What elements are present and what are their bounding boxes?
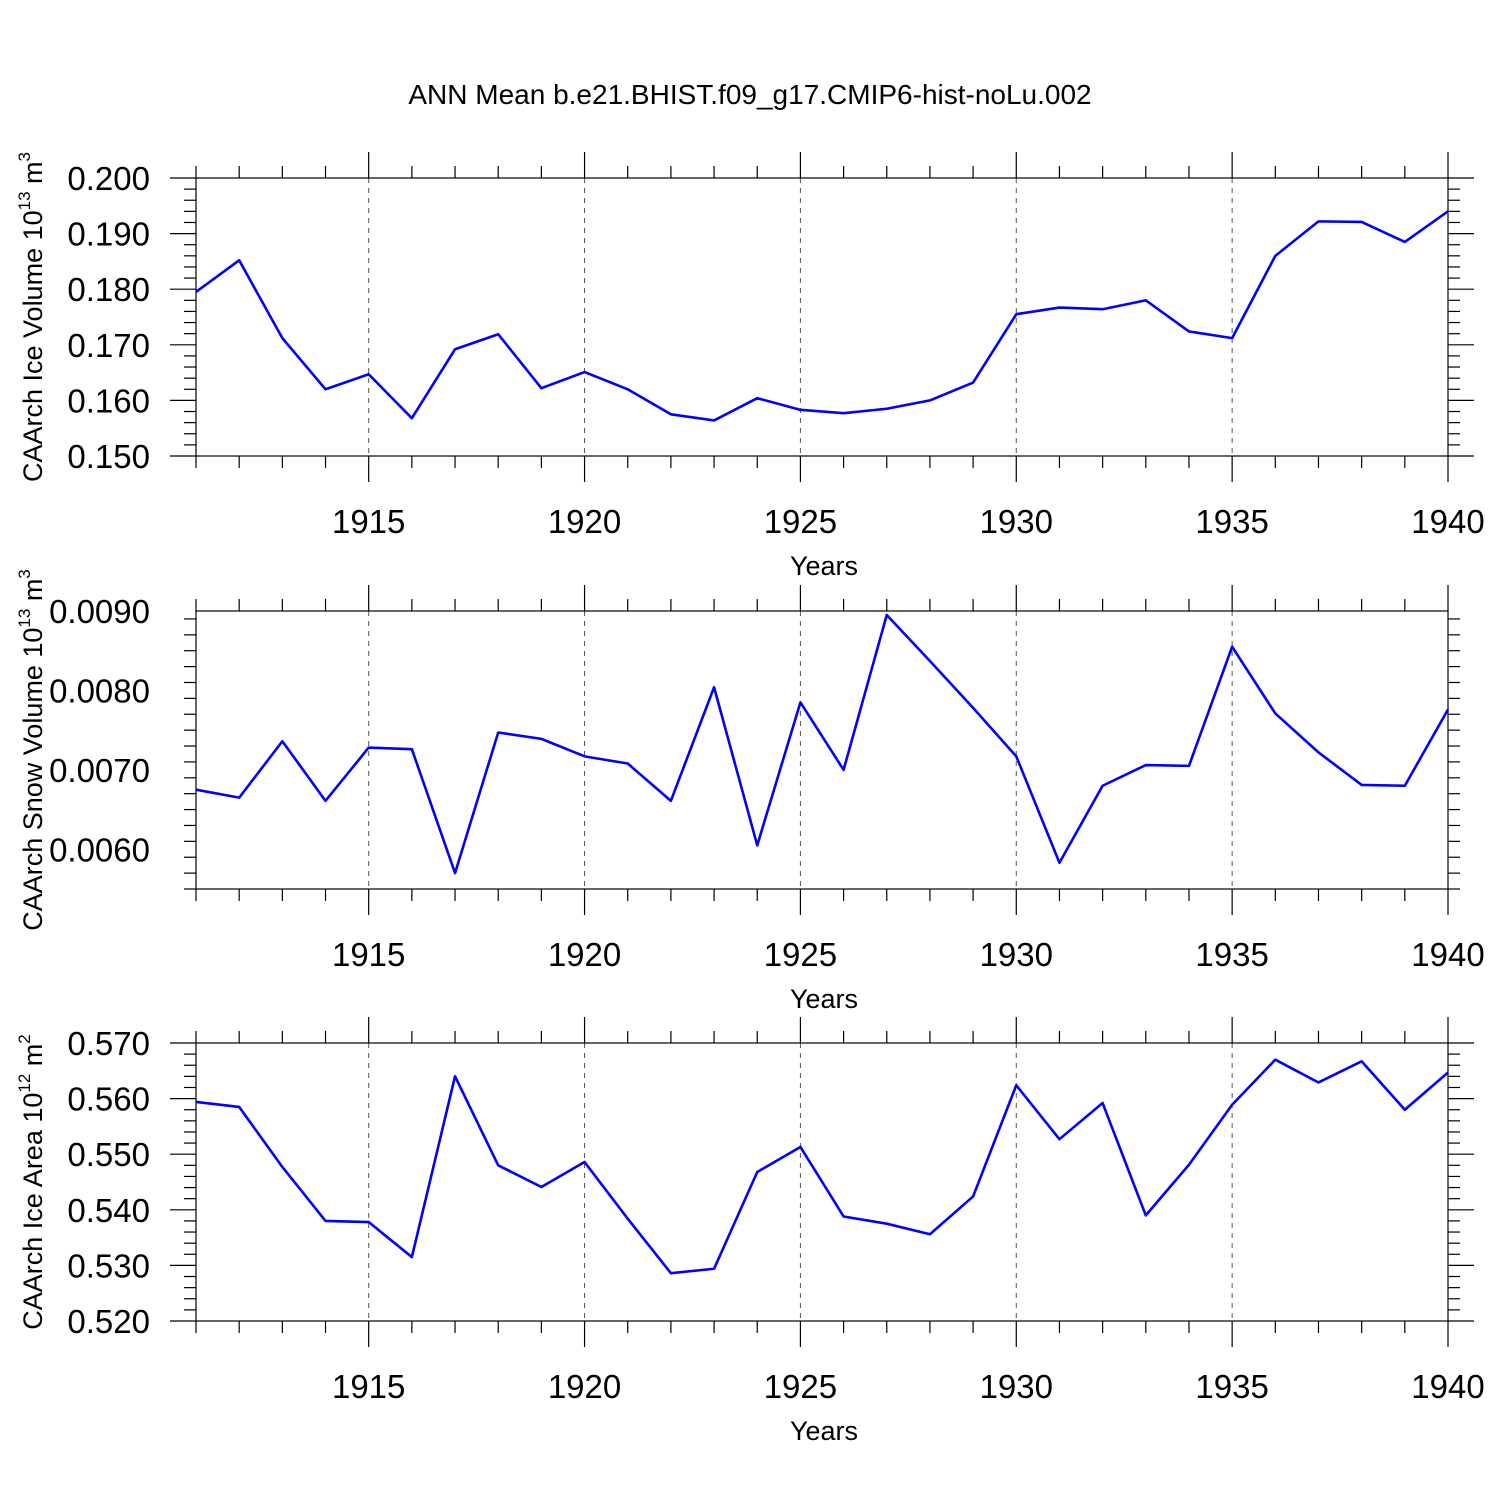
y-tick-label: 0.570	[67, 1025, 150, 1062]
data-line	[195, 210, 1449, 422]
x-axis-label: Years	[790, 984, 858, 1014]
x-tick-label: 1920	[548, 1368, 621, 1405]
x-tick-label: 1920	[548, 936, 621, 973]
y-tick-label: 0.550	[67, 1136, 150, 1173]
x-tick-label: 1935	[1195, 936, 1268, 973]
x-axis-label: Years	[790, 1416, 858, 1446]
y-axis-label: CAArch Ice Volume 1013 m3	[15, 152, 48, 482]
data-line	[195, 613, 1450, 875]
x-tick-label: 1920	[548, 503, 621, 540]
y-tick-label: 0.200	[67, 160, 150, 197]
x-tick-label: 1935	[1195, 1368, 1268, 1405]
x-tick-label: 1915	[332, 1368, 405, 1405]
x-tick-label: 1940	[1411, 1368, 1484, 1405]
y-tick-label: 0.520	[67, 1303, 150, 1340]
y-tick-label: 0.560	[67, 1081, 150, 1118]
x-tick-label: 1915	[332, 936, 405, 973]
y-tick-label: 0.190	[67, 216, 150, 253]
x-tick-label: 1915	[332, 503, 405, 540]
y-tick-label: 0.0070	[49, 752, 150, 789]
chart-title: ANN Mean b.e21.BHIST.f09_g17.CMIP6-hist-…	[408, 79, 1091, 110]
x-tick-label: 1930	[980, 936, 1053, 973]
x-axis-label: Years	[790, 551, 858, 581]
y-tick-label: 0.530	[67, 1247, 150, 1284]
y-tick-label: 0.0090	[49, 593, 150, 630]
y-tick-label: 0.170	[67, 327, 150, 364]
data-line	[195, 1058, 1449, 1275]
x-tick-label: 1935	[1195, 503, 1268, 540]
plot-frame	[195, 610, 1449, 890]
x-tick-label: 1925	[764, 503, 837, 540]
y-tick-label: 0.180	[67, 271, 150, 308]
y-tick-label: 0.540	[67, 1192, 150, 1229]
y-tick-label: 0.150	[67, 438, 150, 475]
y-axis-label: CAArch Snow Volume 1013 m3	[15, 569, 48, 931]
x-tick-label: 1940	[1411, 503, 1484, 540]
x-tick-label: 1930	[980, 503, 1053, 540]
plot-frame	[195, 177, 1449, 457]
panel-2: 0.0060 0.0070 0.0080 0.0090 1915 1920 1925 1930…	[15, 569, 1485, 1014]
x-tick-label: 1940	[1411, 936, 1484, 973]
y-tick-label: 0.160	[67, 382, 150, 419]
x-tick-label: 1930	[980, 1368, 1053, 1405]
chart-panels: 0.150 0.160 0.170 0.180 0.190 0.200 1915 1920 19…	[15, 152, 1485, 1446]
y-axis-label: CAArch Ice Area 1012 m2	[15, 1034, 48, 1330]
x-tick-label: 1925	[764, 1368, 837, 1405]
plot-frame	[195, 1042, 1449, 1322]
x-tick-label: 1925	[764, 936, 837, 973]
y-tick-label: 0.0060	[49, 831, 150, 868]
panel-3: 0.520 0.530 0.540 0.550 0.560 0.570 1915 1920 19…	[15, 1017, 1485, 1446]
y-tick-label: 0.0080	[49, 672, 150, 709]
panel-1: 0.150 0.160 0.170 0.180 0.190 0.200 1915 1920 19…	[15, 152, 1485, 581]
